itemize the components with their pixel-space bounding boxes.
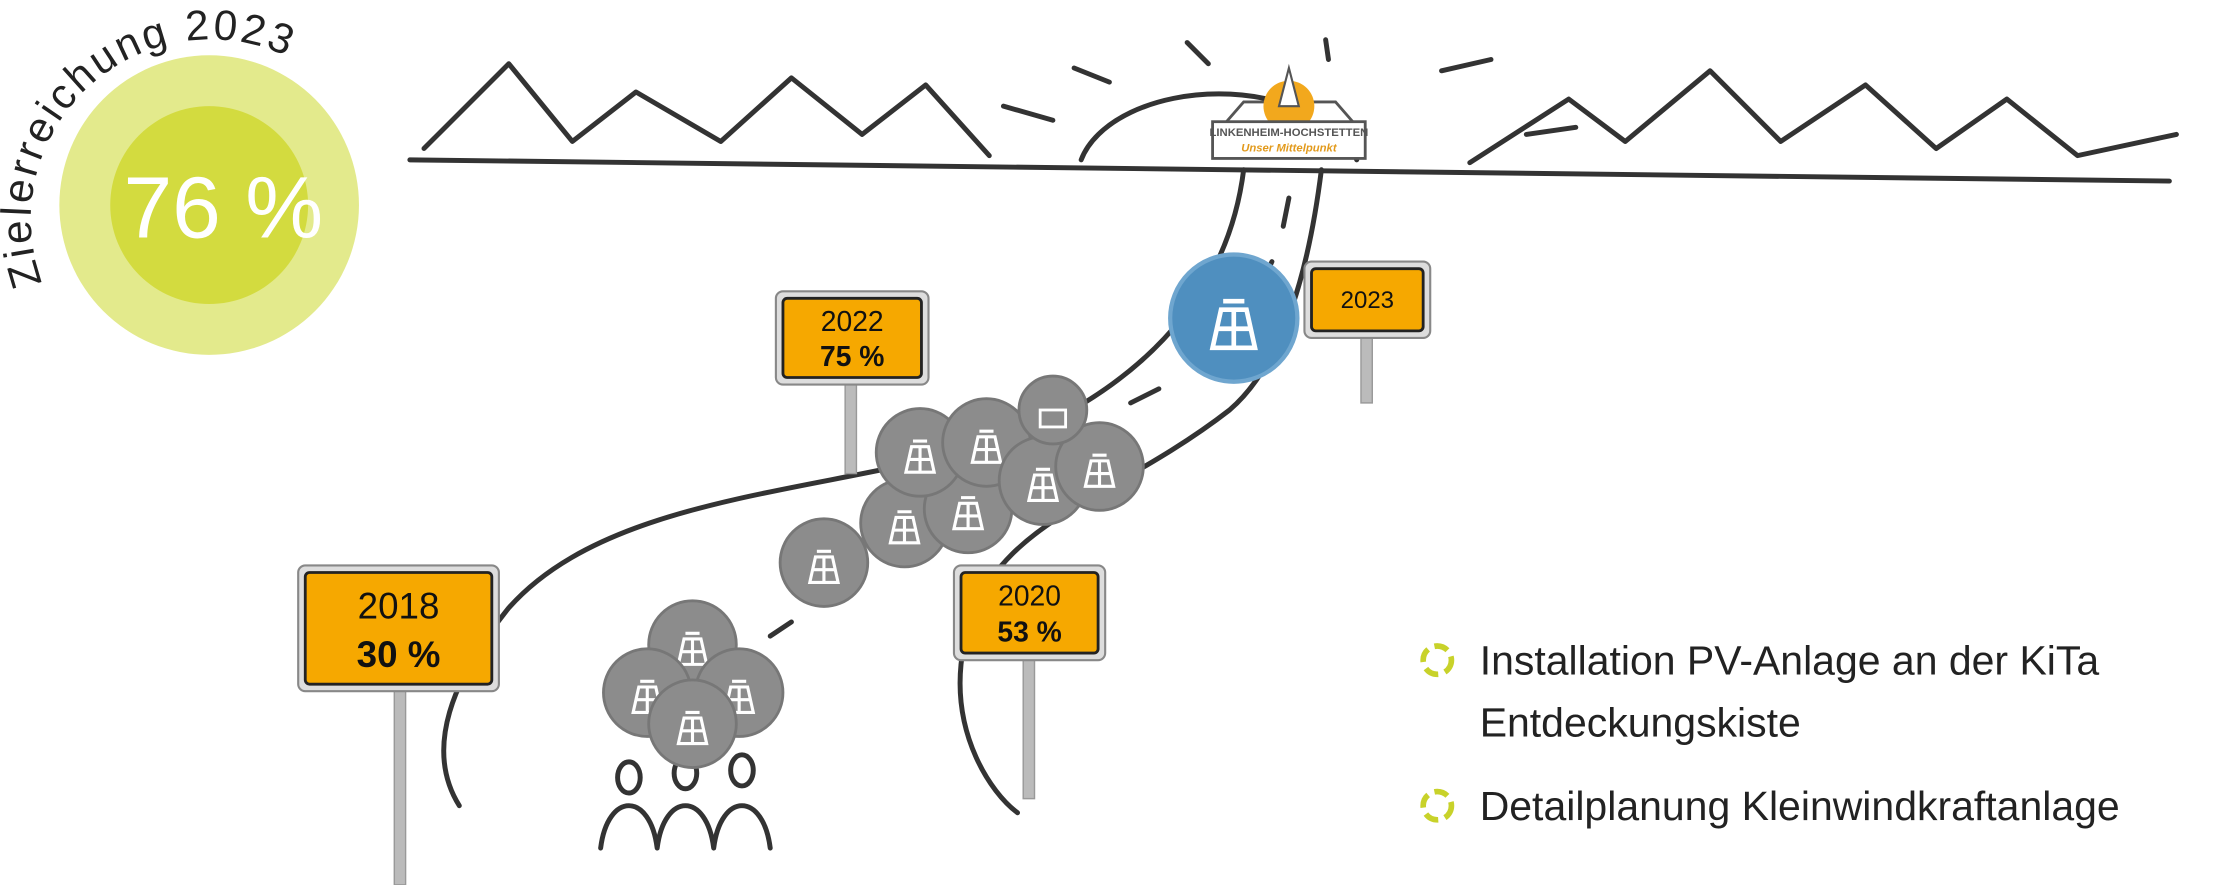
solar-icon (1026, 467, 1060, 502)
badge-inner (110, 106, 309, 305)
logo-name: LINKENHEIM-HOCHSTETTEN (1210, 127, 1369, 139)
solar-icon (888, 510, 921, 545)
badge-value: 76 % (123, 159, 323, 257)
item-icon (1420, 788, 1455, 823)
item-text: Entdeckungskiste (1480, 699, 1801, 745)
solar-icon (676, 631, 709, 666)
mountains-left (421, 61, 992, 159)
solar-icon (952, 496, 985, 531)
sign (303, 571, 494, 686)
solar-icon (676, 710, 709, 746)
item-text: Installation PV-Anlage an der KiTa (1480, 637, 2100, 683)
sign-post (393, 687, 407, 885)
logo-slogan: Unser Mittelpunkt (1241, 142, 1338, 154)
solar-icon (1209, 298, 1258, 351)
mountains-right (1467, 68, 2179, 166)
sign (959, 571, 1100, 655)
sign-percent: 30 % (357, 634, 441, 675)
sign-percent: 75 % (820, 340, 884, 372)
item-list: Installation PV-Anlage an der KiTa Entdec… (1420, 637, 2120, 829)
heating-icon (1038, 408, 1068, 429)
solar-icon (1083, 453, 1116, 488)
sign-post (1360, 334, 1373, 404)
solar-icon (970, 429, 1003, 464)
project-balls (602, 252, 1300, 769)
solar-icon (723, 679, 756, 714)
sign-year: 2022 (821, 305, 884, 337)
logo: LINKENHEIM-HOCHSTETTEN Unser Mittelpunkt (1210, 63, 1369, 160)
sun-rays (1000, 37, 1579, 137)
solar-icon (903, 439, 937, 474)
sign-year: 2023 (1341, 287, 1394, 314)
item-icon (1420, 643, 1455, 678)
sign-post (844, 381, 858, 475)
people (598, 752, 773, 851)
item-text: Detailplanung Kleinwindkraftanlage (1480, 783, 2120, 829)
badge: 76 % Zielerreichung 2023 (0, 1, 359, 355)
solar-icon (631, 679, 664, 714)
horizon (407, 157, 2172, 184)
solar-icon (807, 549, 841, 584)
sign (781, 296, 923, 379)
sign-post (1022, 656, 1036, 800)
sign (1310, 267, 1425, 333)
sign-year: 2020 (998, 580, 1061, 612)
sign-year: 2018 (358, 586, 440, 627)
sign-percent: 53 % (997, 615, 1061, 647)
